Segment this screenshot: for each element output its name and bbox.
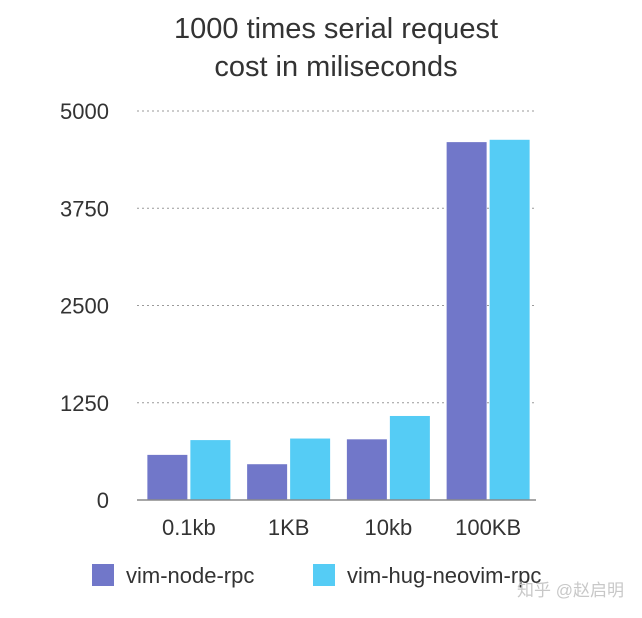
bar-vim-hug-neovim-rpc-100KB <box>489 139 530 500</box>
x-tick-label: 10kb <box>365 515 413 540</box>
bar-vim-node-rpc-0.1kb <box>147 454 188 500</box>
legend-swatch <box>313 564 335 586</box>
x-axis-ticks: 0.1kb 1KB 10kb 100KB <box>162 515 521 540</box>
y-tick-label: 0 <box>97 488 109 513</box>
legend-swatch <box>92 564 114 586</box>
legend-label: vim-node-rpc <box>126 563 254 588</box>
x-tick-label: 100KB <box>455 515 521 540</box>
grid-lines <box>137 110 536 404</box>
bar-vim-node-rpc-10kb <box>346 439 387 500</box>
x-tick-label: 1KB <box>268 515 310 540</box>
y-tick-label: 5000 <box>60 99 109 124</box>
bar-vim-node-rpc-1KB <box>247 464 288 500</box>
y-tick-label: 1250 <box>60 391 109 416</box>
legend: vim-node-rpc vim-hug-neovim-rpc <box>92 563 541 588</box>
y-tick-label: 3750 <box>60 196 109 221</box>
chart-title-line-1: 1000 times serial request <box>174 13 498 45</box>
bar-vim-node-rpc-100KB <box>446 142 487 500</box>
legend-label: vim-hug-neovim-rpc <box>347 563 541 588</box>
bars <box>147 139 530 500</box>
watermark: 知乎 @赵启明 <box>517 581 624 600</box>
chart-title-line-2: cost in miliseconds <box>214 51 457 83</box>
bar-vim-hug-neovim-rpc-10kb <box>389 415 430 500</box>
bar-vim-hug-neovim-rpc-0.1kb <box>190 440 231 500</box>
y-tick-label: 2500 <box>60 294 109 319</box>
x-tick-label: 0.1kb <box>162 515 216 540</box>
y-axis-ticks: 0 1250 2500 3750 5000 <box>60 99 109 513</box>
bar-vim-hug-neovim-rpc-1KB <box>290 438 331 500</box>
